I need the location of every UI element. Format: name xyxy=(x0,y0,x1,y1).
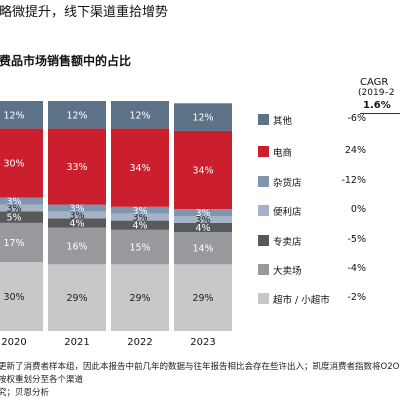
bar-segment xyxy=(174,264,232,331)
legend-label: 超市 / 小超市 xyxy=(273,295,330,306)
bar-value-label: 12% xyxy=(66,110,87,121)
bar-segment xyxy=(174,103,232,131)
legend-swatch xyxy=(258,114,269,125)
bar-segment xyxy=(0,262,43,331)
cagr-value: -12% xyxy=(341,175,366,186)
legend-label: 专卖店 xyxy=(273,237,302,248)
bar-value-label: 3% xyxy=(195,215,210,226)
cagr-value: -6% xyxy=(347,113,367,124)
bar-value-label: 34% xyxy=(129,163,150,174)
bar-segment xyxy=(174,222,232,233)
bar-segment xyxy=(174,209,232,216)
legend-swatch xyxy=(258,235,269,246)
cagr-header: CAGR xyxy=(360,77,389,88)
cagr-value: 24% xyxy=(344,145,366,156)
bar-segment xyxy=(48,204,106,212)
cagr-total: 1.6% xyxy=(363,100,391,111)
legend-label: 杂货店 xyxy=(273,178,302,189)
bar-segment xyxy=(0,128,43,198)
bar-segment xyxy=(174,232,232,265)
bar-value-label: 17% xyxy=(3,238,24,249)
bar-value-label: 12% xyxy=(3,110,24,121)
bar-segment xyxy=(111,206,169,214)
legend-swatch xyxy=(258,205,269,216)
x-tick-label: 2023 xyxy=(190,337,215,348)
bar-value-label: 5% xyxy=(6,213,21,224)
bar-segment xyxy=(0,204,43,212)
bar-segment xyxy=(48,101,106,129)
cagr-total-underline xyxy=(360,113,400,114)
footnote-line-2: 按权重划分至各个渠道 xyxy=(0,375,84,385)
bar-value-label: 12% xyxy=(129,110,150,121)
bar-segment xyxy=(0,101,43,129)
bar-value-label: 3% xyxy=(6,203,21,214)
bar-value-label: 14% xyxy=(192,244,213,255)
bar-value-label: 12% xyxy=(192,113,213,124)
cagr-value: -2% xyxy=(347,292,367,303)
footnote-line-1: 更新了消费者样本组，因此本报告中前几年的数据与往年报告相比会存在些许出入；凯度消… xyxy=(0,362,400,372)
bar-value-label: 4% xyxy=(132,221,147,232)
bar-value-label: 3% xyxy=(69,210,84,221)
bar-segment xyxy=(111,220,169,230)
bar-value-label: 3% xyxy=(69,203,84,214)
bar-segment xyxy=(48,264,106,331)
cagr-value: 0% xyxy=(350,204,366,215)
bar-segment xyxy=(0,197,43,205)
bar-segment xyxy=(48,211,106,219)
bar-value-label: 4% xyxy=(69,218,84,229)
bar-value-label: 34% xyxy=(192,166,213,177)
bar-value-label: 30% xyxy=(3,159,24,170)
bar-segment xyxy=(0,211,43,223)
bar-value-label: 3% xyxy=(132,213,147,224)
bar-value-label: 33% xyxy=(66,162,87,173)
bar-segment xyxy=(111,101,169,129)
bar-value-label: 4% xyxy=(195,223,210,234)
bar-segment xyxy=(111,128,169,207)
bar-segment xyxy=(48,128,106,205)
cagr-value: -4% xyxy=(347,263,367,274)
legend-label: 便利店 xyxy=(273,207,302,218)
legend-label: 电商 xyxy=(273,148,293,159)
bar-value-label: 29% xyxy=(192,293,213,304)
bar-segment xyxy=(0,222,43,262)
bar-value-label: 15% xyxy=(129,243,150,254)
bar-segment xyxy=(174,130,232,210)
bar-value-label: 29% xyxy=(129,293,150,304)
x-tick-label: 2022 xyxy=(127,337,152,348)
legend-swatch xyxy=(258,176,269,187)
bar-value-label: 16% xyxy=(66,241,87,252)
legend-label: 大卖场 xyxy=(273,266,302,277)
bar-segment xyxy=(111,229,169,265)
bar-value-label: 3% xyxy=(6,197,21,208)
legend-label: 其他 xyxy=(273,116,293,127)
legend-swatch xyxy=(258,264,269,275)
cagr-value: -5% xyxy=(347,234,367,245)
bar-segment xyxy=(174,216,232,223)
bar-value-label: 3% xyxy=(132,206,147,217)
x-tick-label: 2020 xyxy=(1,337,26,348)
bar-segment xyxy=(48,218,106,228)
bar-value-label: 30% xyxy=(3,292,24,303)
bar-value-label: 29% xyxy=(66,293,87,304)
legend-swatch xyxy=(258,146,269,157)
bar-segment xyxy=(48,227,106,265)
headline: 略微提升，线下渠道重拾增势 xyxy=(0,5,169,20)
footnote-line-3: 究；贝恩分析 xyxy=(0,388,50,398)
bar-value-label: 3% xyxy=(195,208,210,219)
bar-segment xyxy=(111,213,169,221)
chart-title: 费品市场销售额中的占比 xyxy=(0,54,132,68)
x-tick-label: 2021 xyxy=(64,337,89,348)
cagr-period: (2019–2 xyxy=(358,88,395,98)
legend-swatch xyxy=(258,293,269,304)
bar-segment xyxy=(111,264,169,331)
